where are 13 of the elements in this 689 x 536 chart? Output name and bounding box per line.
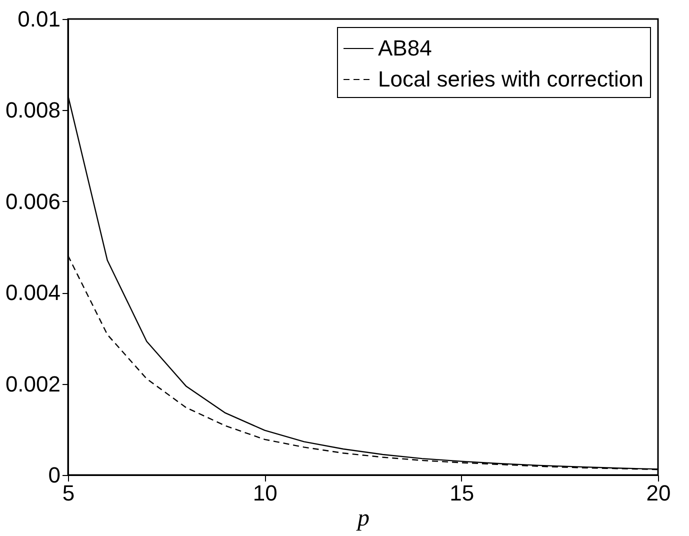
x-axis-title: p bbox=[356, 506, 370, 532]
x-tick-label: 20 bbox=[646, 480, 671, 506]
x-tick-label: 10 bbox=[252, 480, 278, 506]
y-tick-label: 0.01 bbox=[18, 6, 60, 32]
y-tick-label: 0.004 bbox=[5, 280, 60, 306]
y-tick-label: 0.008 bbox=[5, 98, 60, 123]
x-tick-label: 15 bbox=[450, 480, 474, 506]
legend-label: AB84 bbox=[378, 36, 432, 60]
y-tick-label: 0.002 bbox=[5, 371, 60, 396]
y-tick-label: 0 bbox=[48, 462, 60, 488]
y-tick-label: 0.006 bbox=[5, 188, 60, 214]
legend-label: Local series with correction bbox=[378, 66, 644, 92]
x-tick-label: 5 bbox=[62, 480, 75, 506]
